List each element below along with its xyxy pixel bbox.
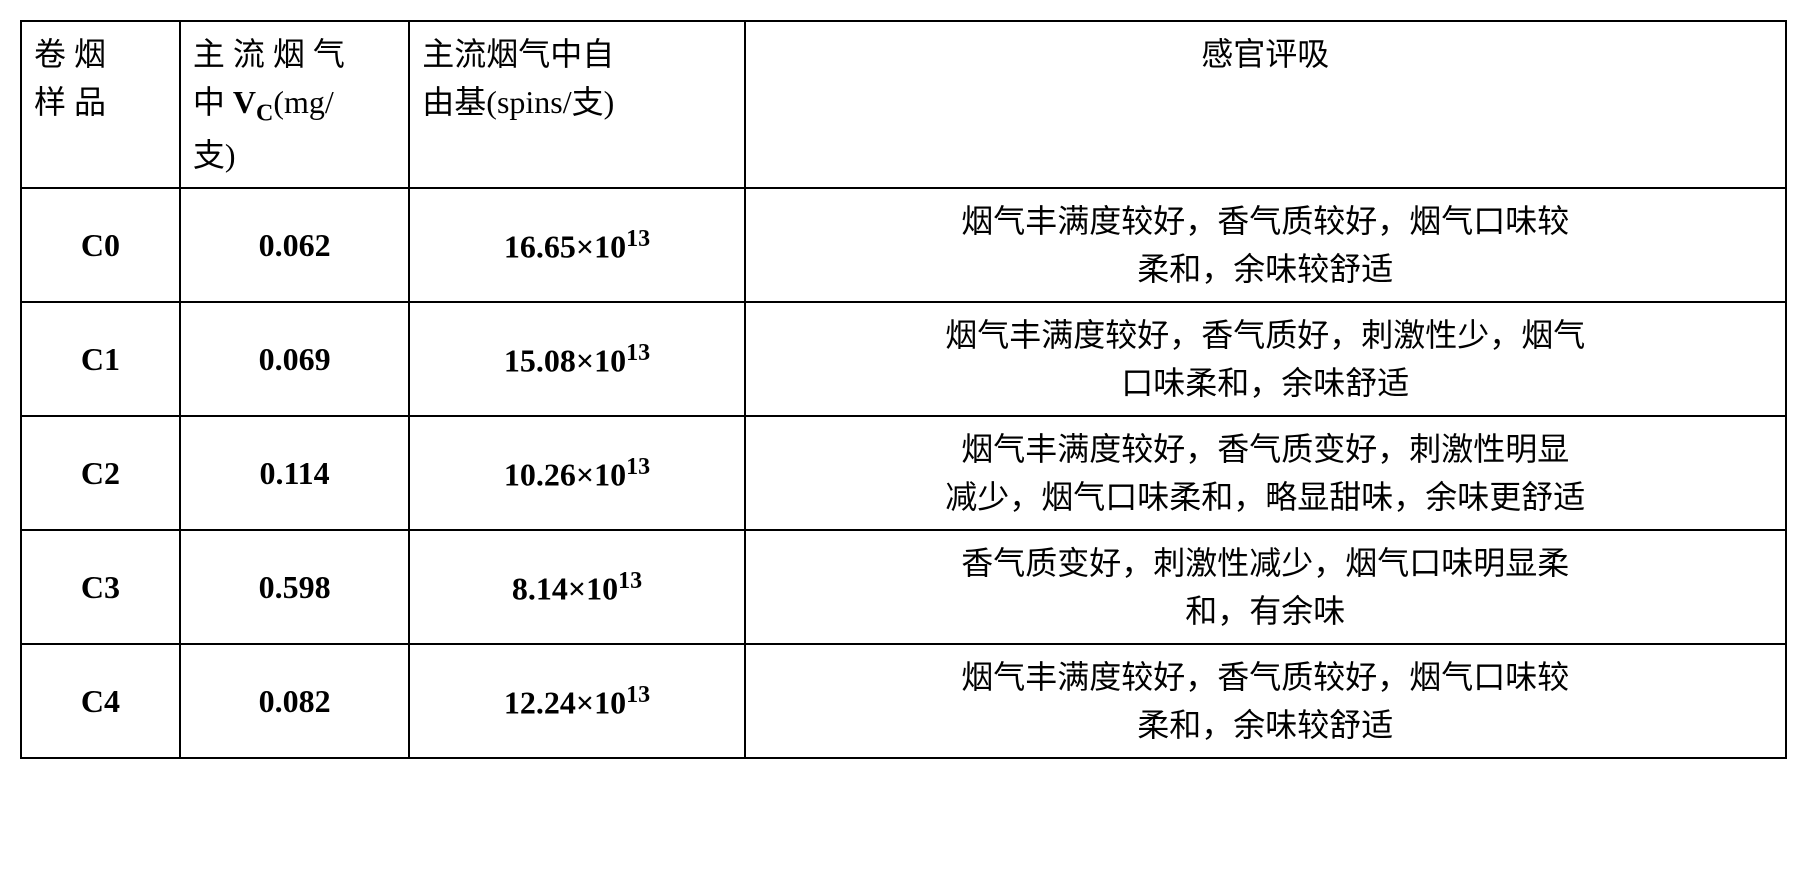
header-radicals: 主流烟气中自 由基(spins/支): [409, 21, 744, 188]
radicals-exp: 13: [626, 340, 650, 366]
sensory-l2: 减少，烟气口味柔和，略显甜味，余味更舒适: [945, 479, 1585, 515]
sensory-l2: 口味柔和，余味舒适: [1121, 365, 1409, 401]
cell-radicals: 16.65×1013: [409, 188, 744, 302]
cell-radicals: 8.14×1013: [409, 530, 744, 644]
cell-vc: 0.069: [180, 302, 409, 416]
radicals-exp: 13: [626, 226, 650, 252]
cell-sensory: 烟气丰满度较好，香气质较好，烟气口味较 柔和，余味较舒适: [745, 188, 1786, 302]
exp-prefix: 10: [594, 228, 626, 264]
header-vc-l1: 主 流 烟 气: [193, 36, 345, 72]
times-symbol: ×: [576, 228, 594, 264]
header-vc-l2a: 中: [193, 84, 225, 120]
header-vc-sub: C: [256, 100, 273, 126]
cell-radicals: 10.26×1013: [409, 416, 744, 530]
header-sensory: 感官评吸: [745, 21, 1786, 188]
cell-sample: C3: [21, 530, 180, 644]
header-vc: 主 流 烟 气 中 VC(mg/ 支): [180, 21, 409, 188]
table-row: C3 0.598 8.14×1013 香气质变好，刺激性减少，烟气口味明显柔 和…: [21, 530, 1786, 644]
cell-radicals: 12.24×1013: [409, 644, 744, 758]
table-row: C0 0.062 16.65×1013 烟气丰满度较好，香气质较好，烟气口味较 …: [21, 188, 1786, 302]
table-row: C2 0.114 10.26×1013 烟气丰满度较好，香气质变好，刺激性明显 …: [21, 416, 1786, 530]
cell-vc: 0.082: [180, 644, 409, 758]
exp-prefix: 10: [594, 684, 626, 720]
radicals-exp: 13: [626, 682, 650, 708]
times-symbol: ×: [576, 342, 594, 378]
header-sample: 卷 烟 样 品: [21, 21, 180, 188]
table-row: C4 0.082 12.24×1013 烟气丰满度较好，香气质较好，烟气口味较 …: [21, 644, 1786, 758]
header-row: 卷 烟 样 品 主 流 烟 气 中 VC(mg/ 支) 主流烟气中自 由基(sp…: [21, 21, 1786, 188]
sensory-l2: 和，有余味: [1185, 593, 1345, 629]
radicals-coef: 12.24: [504, 684, 576, 720]
times-symbol: ×: [568, 570, 586, 606]
sensory-l1: 香气质变好，刺激性减少，烟气口味明显柔: [961, 545, 1569, 581]
cell-vc: 0.114: [180, 416, 409, 530]
header-sample-l2: 样 品: [34, 84, 106, 120]
exp-prefix: 10: [594, 342, 626, 378]
data-table: 卷 烟 样 品 主 流 烟 气 中 VC(mg/ 支) 主流烟气中自 由基(sp…: [20, 20, 1787, 759]
sensory-l1: 烟气丰满度较好，香气质较好，烟气口味较: [961, 659, 1569, 695]
sensory-l1: 烟气丰满度较好，香气质好，刺激性少，烟气: [945, 317, 1585, 353]
header-radicals-l1: 主流烟气中自: [422, 36, 614, 72]
sensory-l1: 烟气丰满度较好，香气质变好，刺激性明显: [961, 431, 1569, 467]
sensory-l1: 烟气丰满度较好，香气质较好，烟气口味较: [961, 203, 1569, 239]
cell-sample: C2: [21, 416, 180, 530]
header-radicals-l2: 由基(spins/支): [422, 84, 614, 120]
header-vc-l3: 支): [193, 137, 236, 173]
sensory-l2: 柔和，余味较舒适: [1137, 251, 1393, 287]
header-vc-l2c: (mg/: [273, 84, 333, 120]
cell-radicals: 15.08×1013: [409, 302, 744, 416]
cell-sensory: 烟气丰满度较好，香气质好，刺激性少，烟气 口味柔和，余味舒适: [745, 302, 1786, 416]
radicals-coef: 10.26: [504, 456, 576, 492]
times-symbol: ×: [576, 684, 594, 720]
cell-sample: C4: [21, 644, 180, 758]
times-symbol: ×: [576, 456, 594, 492]
radicals-exp: 13: [626, 454, 650, 480]
cell-vc: 0.062: [180, 188, 409, 302]
exp-prefix: 10: [586, 570, 618, 606]
table-row: C1 0.069 15.08×1013 烟气丰满度较好，香气质好，刺激性少，烟气…: [21, 302, 1786, 416]
cell-sample: C0: [21, 188, 180, 302]
cell-sensory: 香气质变好，刺激性减少，烟气口味明显柔 和，有余味: [745, 530, 1786, 644]
radicals-coef: 16.65: [504, 228, 576, 264]
radicals-coef: 15.08: [504, 342, 576, 378]
radicals-coef: 8.14: [512, 570, 568, 606]
cell-sensory: 烟气丰满度较好，香气质变好，刺激性明显 减少，烟气口味柔和，略显甜味，余味更舒适: [745, 416, 1786, 530]
header-vc-v: V: [233, 84, 256, 120]
cell-sample: C1: [21, 302, 180, 416]
exp-prefix: 10: [594, 456, 626, 492]
radicals-exp: 13: [618, 568, 642, 594]
cell-sensory: 烟气丰满度较好，香气质较好，烟气口味较 柔和，余味较舒适: [745, 644, 1786, 758]
header-sensory-text: 感官评吸: [1201, 36, 1329, 72]
header-sample-l1: 卷 烟: [34, 36, 106, 72]
cell-vc: 0.598: [180, 530, 409, 644]
sensory-l2: 柔和，余味较舒适: [1137, 707, 1393, 743]
